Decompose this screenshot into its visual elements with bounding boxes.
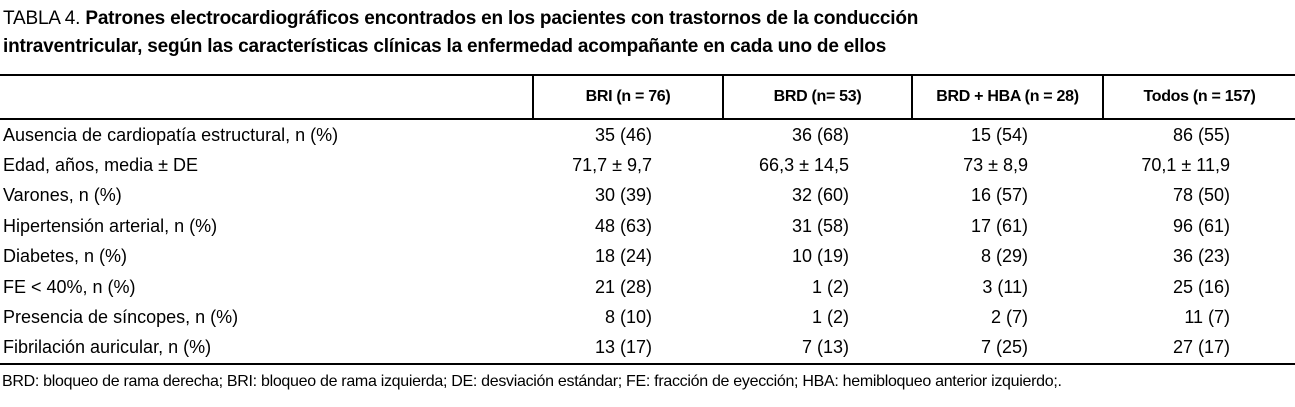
cell-value: 7 (25) [912, 332, 1103, 366]
table-number: TABLA 4. [3, 8, 86, 29]
cell-value: 1 (2) [811, 307, 849, 328]
cell-value: 73 ± 8,9 [963, 155, 1028, 176]
row-label: Presencia de síncopes, n (%) [3, 307, 239, 328]
column-header-brd-hba: BRD + HBA (n = 28) [911, 74, 1103, 120]
table-row: FE < 40%, n (%) 21 (28) 1 (2) 3 (11) 25 (16) [0, 272, 1295, 302]
cell-value: 15 (54) [970, 124, 1028, 145]
cell-value: 8 (10) [604, 307, 652, 328]
cell-value: 36 (23) [1172, 246, 1230, 267]
cell-value: 25 (16) [1172, 276, 1230, 297]
row-label: FE < 40%, n (%) [3, 276, 136, 297]
row-label: Hipertensión arterial, n (%) [3, 215, 218, 236]
cell-value: 66,3 ± 14,5 [759, 155, 849, 176]
cell-value: 27 (17) [1103, 332, 1295, 366]
cell-value: 1 (2) [811, 276, 849, 297]
cell-value: 31 (58) [791, 215, 849, 236]
cell-value: 86 (55) [1172, 124, 1230, 145]
cell-value: 8 (29) [980, 246, 1028, 267]
table-title-text-line1: Patrones electrocardiográficos encontrad… [85, 8, 919, 29]
row-label: Diabetes, n (%) [3, 246, 128, 267]
column-header-brd: BRD (n= 53) [722, 74, 912, 120]
table-row: Hipertensión arterial, n (%) 48 (63) 31 (5… [0, 211, 1295, 241]
cell-value: 32 (60) [791, 185, 849, 206]
cell-value: 48 (63) [594, 215, 652, 236]
table-body: Ausencia de cardiopatía estructural, n (… [0, 119, 1295, 366]
cell-value: 2 (7) [990, 307, 1028, 328]
row-label: Fibrilación auricular, n (%) [0, 332, 533, 366]
table-row: Presencia de síncopes, n (%) 8 (10) 1 (2) 2… [0, 302, 1295, 332]
cell-value: 96 (61) [1172, 215, 1230, 236]
cell-value: 7 (13) [723, 332, 912, 366]
row-label: Ausencia de cardiopatía estructural, n (… [3, 124, 339, 145]
cell-value: 71,7 ± 9,7 [572, 155, 652, 176]
table-title: TABLA 4. Patrones electrocardiográficos … [3, 5, 918, 60]
cell-value: 36 (68) [791, 124, 849, 145]
column-header-empty [0, 74, 533, 120]
cell-value: 13 (17) [533, 332, 723, 366]
cell-value: 70,1 ± 11,9 [1141, 155, 1230, 176]
table-footnote: BRD: bloqueo de rama derecha; BRI: bloqu… [2, 373, 1062, 390]
cell-value: 16 (57) [970, 185, 1028, 206]
table-row: Edad, años, media ± DE 71,7 ± 9,7 66,3 ± 1… [0, 150, 1295, 180]
table-header-row: BRI (n = 76) BRD (n= 53) BRD + HBA (n = … [0, 74, 1295, 120]
cell-value: 18 (24) [594, 246, 652, 267]
cell-value: 21 (28) [594, 276, 652, 297]
cell-value: 17 (61) [970, 215, 1028, 236]
row-label: Edad, años, media ± DE [3, 155, 198, 176]
column-header-bri: BRI (n = 76) [532, 74, 723, 120]
cell-value: 30 (39) [594, 185, 652, 206]
table-row: Diabetes, n (%) 18 (24) 10 (19) 8 (29) 36 (2… [0, 242, 1295, 272]
table-title-text-line2: intraventricular, según las característi… [3, 35, 887, 57]
cell-value: 3 (11) [982, 276, 1028, 297]
cell-value: 10 (19) [791, 246, 849, 267]
table-header: BRI (n = 76) BRD (n= 53) BRD + HBA (n = … [0, 74, 1295, 120]
row-label: Varones, n (%) [3, 185, 122, 206]
column-header-todos: Todos (n = 157) [1102, 74, 1295, 120]
table-row: Varones, n (%) 30 (39) 32 (60) 16 (57) 78 (5… [0, 181, 1295, 211]
table-title-line1: TABLA 4. Patrones electrocardiográficos … [3, 5, 918, 33]
cell-value: 78 (50) [1172, 185, 1230, 206]
cell-value: 35 (46) [594, 124, 652, 145]
table-row: Fibrilación auricular, n (%) 13 (17) 7 (13… [0, 332, 1295, 366]
table-row: Ausencia de cardiopatía estructural, n (… [0, 119, 1295, 150]
clinical-characteristics-table: BRI (n = 76) BRD (n= 53) BRD + HBA (n = … [0, 74, 1295, 366]
cell-value: 11 (7) [1184, 307, 1230, 328]
